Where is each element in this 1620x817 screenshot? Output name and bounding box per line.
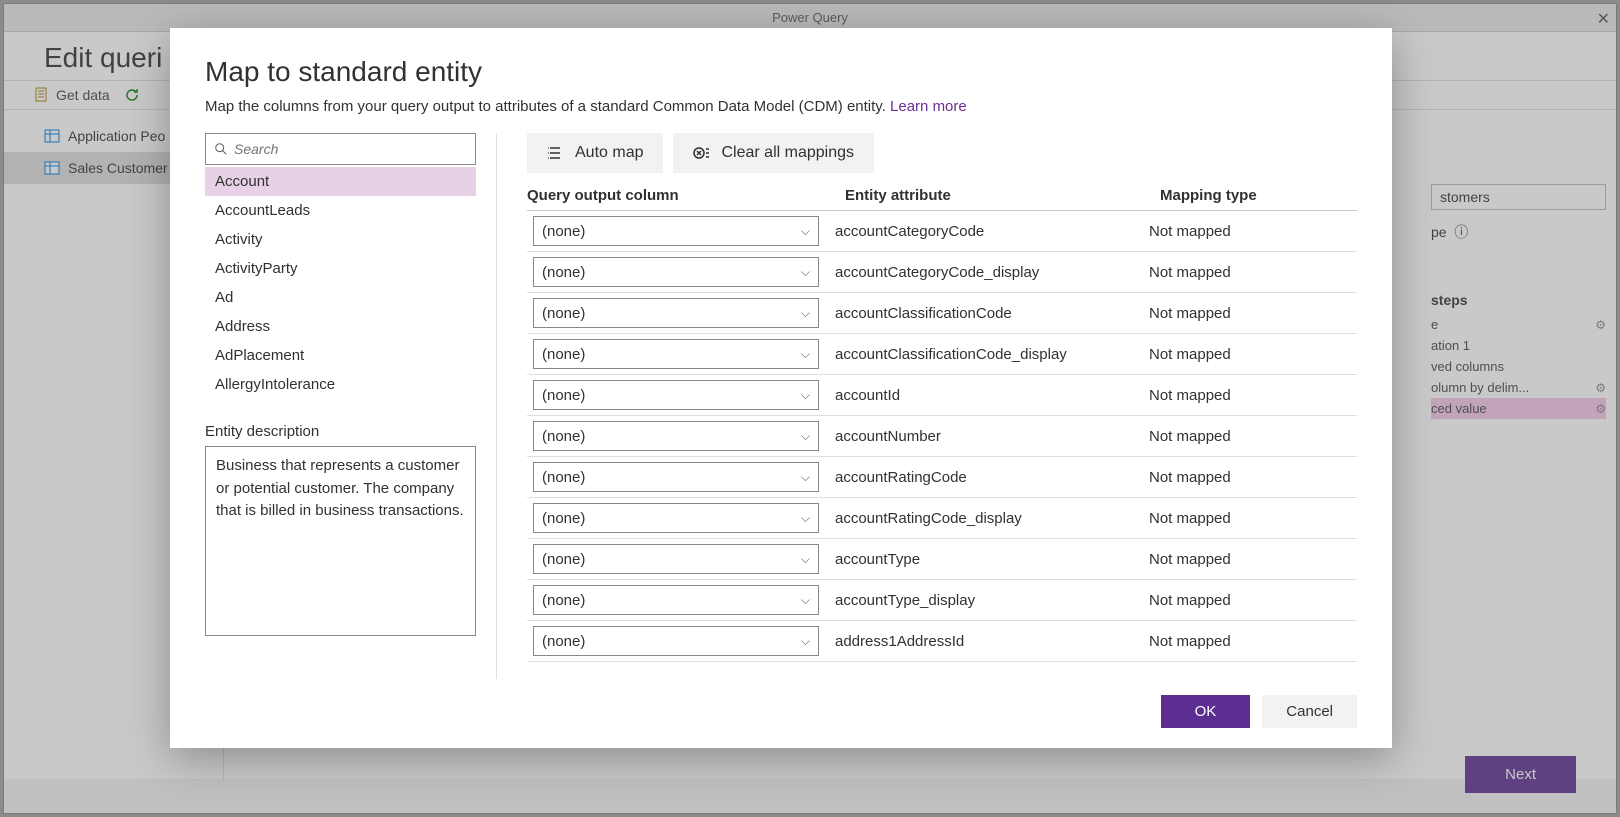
entity-attribute: accountType bbox=[831, 551, 1145, 568]
mapping-type: Not mapped bbox=[1145, 551, 1357, 568]
entity-attribute: accountCategoryCode_display bbox=[831, 264, 1145, 281]
chevron-down-icon: ⌵ bbox=[801, 552, 810, 567]
mapping-row: (none)⌵ accountRatingCode_displayNot mapp… bbox=[527, 498, 1357, 539]
mapping-header: Query output column Entity attribute Map… bbox=[527, 187, 1357, 211]
mapping-type: Not mapped bbox=[1145, 592, 1357, 609]
entity-item[interactable]: Account bbox=[205, 167, 476, 196]
query-column-dropdown[interactable]: (none)⌵ bbox=[533, 298, 819, 328]
mapping-type: Not mapped bbox=[1145, 387, 1357, 404]
entity-attribute: address1AddressId bbox=[831, 633, 1145, 650]
mapping-row: (none)⌵ accountClassificationCodeNot mapp… bbox=[527, 293, 1357, 334]
modal-footer: OK Cancel bbox=[205, 679, 1357, 728]
chevron-down-icon: ⌵ bbox=[801, 429, 810, 444]
col-header-entity: Entity attribute bbox=[845, 187, 1160, 204]
entity-description-label: Entity description bbox=[205, 423, 476, 440]
cancel-button[interactable]: Cancel bbox=[1262, 695, 1357, 728]
mapping-type: Not mapped bbox=[1145, 305, 1357, 322]
learn-more-link[interactable]: Learn more bbox=[890, 98, 967, 115]
entity-item[interactable]: Address bbox=[205, 312, 476, 341]
entity-attribute: accountClassificationCode_display bbox=[831, 346, 1145, 363]
entity-picker-column: AccountAccountLeadsActivityActivityParty… bbox=[205, 133, 497, 679]
modal-subtitle: Map the columns from your query output t… bbox=[205, 98, 1357, 115]
query-column-dropdown[interactable]: (none)⌵ bbox=[533, 421, 819, 451]
mapping-row: (none)⌵ accountCategoryCodeNot mapped bbox=[527, 211, 1357, 252]
query-column-dropdown[interactable]: (none)⌵ bbox=[533, 544, 819, 574]
mapping-row: (none)⌵ address1AddressIdNot mapped bbox=[527, 621, 1357, 662]
entity-item[interactable]: ActivityParty bbox=[205, 254, 476, 283]
entity-item[interactable]: AdPlacement bbox=[205, 341, 476, 370]
entity-attribute: accountClassificationCode bbox=[831, 305, 1145, 322]
mapping-row: (none)⌵ accountCategoryCode_displayNot ma… bbox=[527, 252, 1357, 293]
chevron-down-icon: ⌵ bbox=[801, 347, 810, 362]
chevron-down-icon: ⌵ bbox=[801, 224, 810, 239]
chevron-down-icon: ⌵ bbox=[801, 511, 810, 526]
mapping-type: Not mapped bbox=[1145, 264, 1357, 281]
entity-description: Business that represents a customer or p… bbox=[205, 446, 476, 636]
search-icon bbox=[214, 142, 228, 156]
auto-map-icon bbox=[547, 144, 565, 162]
query-column-dropdown[interactable]: (none)⌵ bbox=[533, 257, 819, 287]
mapping-type: Not mapped bbox=[1145, 346, 1357, 363]
query-column-dropdown[interactable]: (none)⌵ bbox=[533, 585, 819, 615]
mapping-rows[interactable]: (none)⌵accountCategoryCodeNot mapped(non… bbox=[527, 211, 1357, 679]
mapping-type: Not mapped bbox=[1145, 469, 1357, 486]
chevron-down-icon: ⌵ bbox=[801, 470, 810, 485]
map-entity-modal: Map to standard entity Map the columns f… bbox=[170, 28, 1392, 748]
mapping-type: Not mapped bbox=[1145, 633, 1357, 650]
query-column-dropdown[interactable]: (none)⌵ bbox=[533, 462, 819, 492]
entity-attribute: accountType_display bbox=[831, 592, 1145, 609]
mapping-row: (none)⌵ accountClassificationCode_display… bbox=[527, 334, 1357, 375]
query-column-dropdown[interactable]: (none)⌵ bbox=[533, 626, 819, 656]
query-column-dropdown[interactable]: (none)⌵ bbox=[533, 216, 819, 246]
entity-attribute: accountId bbox=[831, 387, 1145, 404]
entity-item[interactable]: AllergyIntolerance bbox=[205, 370, 476, 395]
mapping-type: Not mapped bbox=[1145, 428, 1357, 445]
query-column-dropdown[interactable]: (none)⌵ bbox=[533, 380, 819, 410]
mapping-row: (none)⌵ accountTypeNot mapped bbox=[527, 539, 1357, 580]
entity-attribute: accountRatingCode bbox=[831, 469, 1145, 486]
entity-attribute: accountCategoryCode bbox=[831, 223, 1145, 240]
mapping-column: Auto map Clear all mappings Query output… bbox=[527, 133, 1357, 679]
entity-item[interactable]: Ad bbox=[205, 283, 476, 312]
entity-item[interactable]: AccountLeads bbox=[205, 196, 476, 225]
modal-title: Map to standard entity bbox=[205, 56, 1357, 88]
mapping-row: (none)⌵ accountType_displayNot mapped bbox=[527, 580, 1357, 621]
mapping-type: Not mapped bbox=[1145, 510, 1357, 527]
clear-icon bbox=[693, 144, 711, 162]
mapping-row: (none)⌵ accountIdNot mapped bbox=[527, 375, 1357, 416]
chevron-down-icon: ⌵ bbox=[801, 634, 810, 649]
chevron-down-icon: ⌵ bbox=[801, 306, 810, 321]
entity-list[interactable]: AccountAccountLeadsActivityActivityParty… bbox=[205, 167, 476, 395]
entity-search[interactable] bbox=[205, 133, 476, 165]
ok-button[interactable]: OK bbox=[1161, 695, 1251, 728]
entity-item[interactable]: Activity bbox=[205, 225, 476, 254]
query-column-dropdown[interactable]: (none)⌵ bbox=[533, 339, 819, 369]
col-header-mapping: Mapping type bbox=[1160, 187, 1357, 204]
entity-attribute: accountRatingCode_display bbox=[831, 510, 1145, 527]
query-column-dropdown[interactable]: (none)⌵ bbox=[533, 503, 819, 533]
mapping-row: (none)⌵ accountNumberNot mapped bbox=[527, 416, 1357, 457]
search-input[interactable] bbox=[234, 141, 467, 157]
entity-attribute: accountNumber bbox=[831, 428, 1145, 445]
col-header-query: Query output column bbox=[527, 187, 845, 204]
chevron-down-icon: ⌵ bbox=[801, 593, 810, 608]
chevron-down-icon: ⌵ bbox=[801, 265, 810, 280]
clear-mappings-button[interactable]: Clear all mappings bbox=[673, 133, 874, 173]
mapping-row: (none)⌵ accountRatingCodeNot mapped bbox=[527, 457, 1357, 498]
mapping-type: Not mapped bbox=[1145, 223, 1357, 240]
auto-map-button[interactable]: Auto map bbox=[527, 133, 663, 173]
chevron-down-icon: ⌵ bbox=[801, 388, 810, 403]
